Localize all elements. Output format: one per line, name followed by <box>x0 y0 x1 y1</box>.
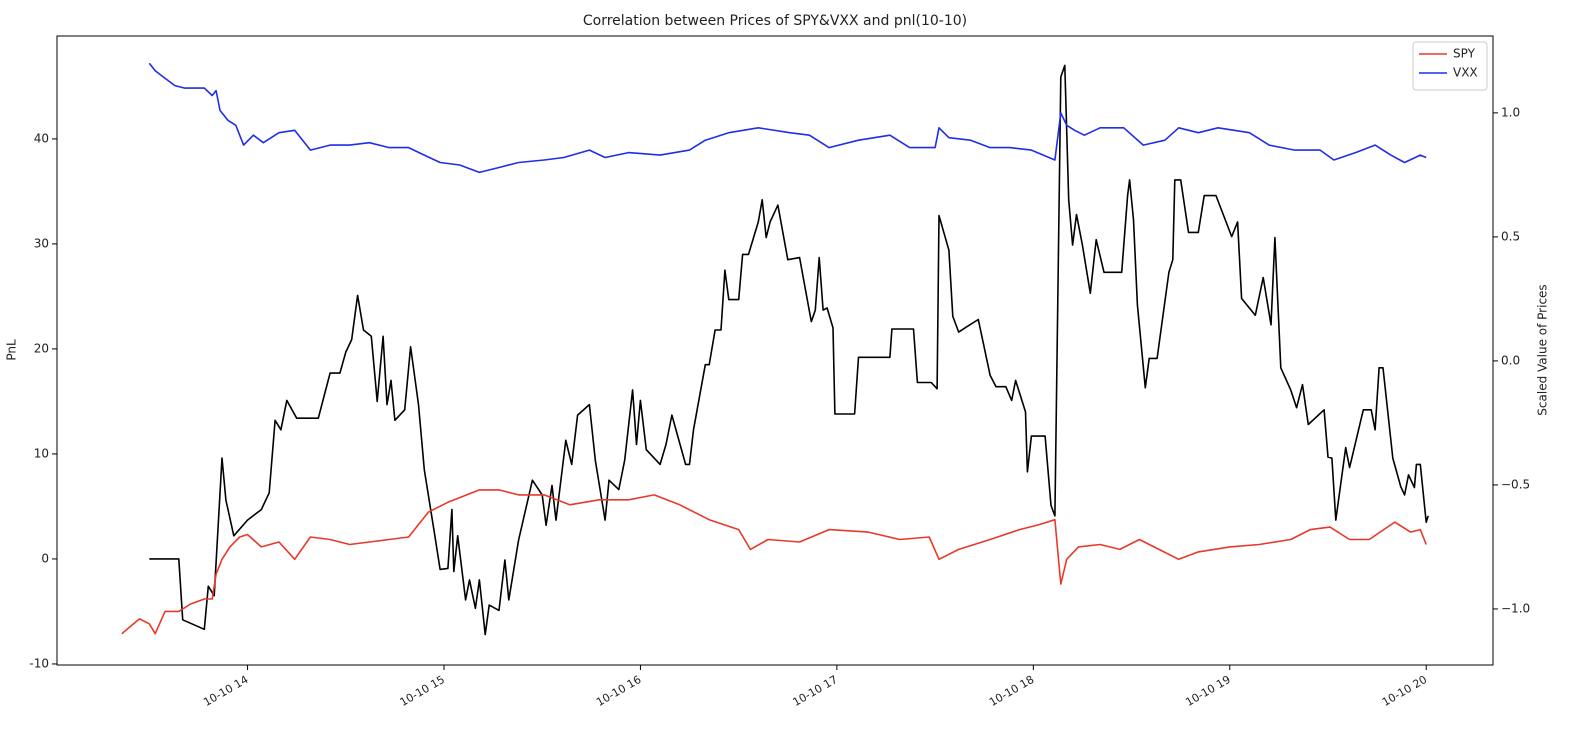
plot-frame <box>56 35 1494 666</box>
y-axis-label: PnL <box>5 339 19 361</box>
y-tick-label: 40 <box>34 131 49 145</box>
y-tick-label: 10 <box>34 446 49 460</box>
x-tick-label: 10-10 19 <box>1183 673 1232 709</box>
y2-tick-label: −1.0 <box>1501 601 1530 615</box>
y-tick-label: 30 <box>34 236 49 250</box>
y2-tick-label: −0.5 <box>1501 477 1530 491</box>
y2-tick-label: 0.5 <box>1501 229 1520 243</box>
y2-tick-label: 1.0 <box>1501 105 1520 119</box>
x-tick-label: 10-10 18 <box>987 673 1036 709</box>
x-tick-label: 10-10 16 <box>594 673 643 709</box>
legend-label: VXX <box>1453 66 1478 80</box>
y2-tick-label: 0.0 <box>1501 353 1520 367</box>
y-tick-label: 20 <box>34 341 49 355</box>
x-tick-label: 10-10 15 <box>398 673 447 709</box>
y2-axis-label: Scaled Value of Prices <box>1536 284 1550 415</box>
x-tick-label: 10-10 14 <box>201 673 250 709</box>
y-tick-label: 0 <box>41 551 49 565</box>
legend-label: SPY <box>1453 47 1476 61</box>
series-line <box>121 489 1427 635</box>
chart-title: Correlation between Prices of SPY&VXX an… <box>583 13 967 29</box>
x-tick-label: 10-10 20 <box>1380 673 1429 709</box>
series-line <box>149 64 1429 636</box>
series-line <box>148 62 1427 174</box>
x-tick-label: 10-10 17 <box>791 673 840 709</box>
y-tick-label: -10 <box>29 656 49 670</box>
